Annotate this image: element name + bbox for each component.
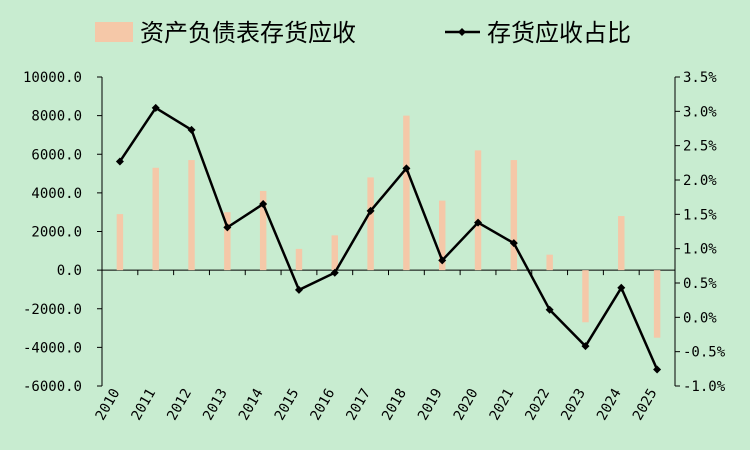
bar — [367, 177, 374, 271]
x-tick-label: 2022 — [522, 386, 553, 423]
line-marker — [402, 164, 411, 173]
x-tick-label: 2024 — [594, 386, 625, 423]
line-marker — [653, 365, 662, 374]
right-tick-label: -0.5% — [683, 345, 726, 361]
bar — [188, 160, 195, 271]
x-tick-label: 2010 — [93, 386, 124, 423]
left-tick-label: 10000.0 — [23, 70, 82, 86]
right-tick-label: 3.5% — [683, 70, 717, 86]
x-tick-label: 2023 — [558, 386, 589, 423]
left-tick-label: 8000.0 — [31, 109, 82, 125]
left-tick-label: 4000.0 — [31, 186, 82, 202]
x-tick-label: 2016 — [308, 386, 339, 423]
x-tick-label: 2021 — [487, 386, 518, 423]
x-tick-label: 2025 — [630, 386, 661, 423]
line-marker — [151, 103, 160, 112]
bar — [438, 200, 446, 271]
line-marker — [115, 157, 124, 166]
legend: 资产负债表存货应收 存货应收占比 — [95, 19, 631, 47]
right-tick-label: 2.0% — [683, 173, 717, 189]
bar — [582, 270, 589, 323]
right-tick-label: 3.0% — [683, 104, 717, 120]
line-marker — [223, 223, 232, 232]
line-marker — [581, 342, 590, 351]
x-tick-label: 2011 — [128, 386, 159, 423]
line-marker — [366, 206, 375, 215]
bar — [259, 190, 267, 271]
x-tick-label: 2014 — [236, 386, 267, 423]
right-tick-label: -1.0% — [683, 379, 726, 395]
line-marker — [438, 256, 447, 265]
line-marker — [294, 285, 303, 294]
plot-area: -6000.0 -4000.0 -2000.0 0.0 2000.0 4000.0 6000… — [23, 70, 726, 423]
left-tick-label: 0.0 — [57, 263, 82, 279]
line-marker — [259, 200, 268, 209]
x-tick-label: 2018 — [379, 386, 410, 423]
legend-label-bar: 资产负债表存货应收 — [140, 19, 356, 47]
x-tick-label: 2019 — [415, 386, 446, 423]
bar — [152, 167, 159, 271]
bar — [510, 160, 518, 271]
bar — [116, 214, 124, 271]
bar — [224, 212, 231, 271]
legend-swatch-marker — [458, 28, 466, 36]
line-series-path — [118, 106, 659, 371]
bar — [295, 248, 303, 271]
right-tick-label: 0.0% — [683, 310, 717, 326]
bar — [474, 150, 482, 271]
line-marker — [617, 283, 626, 292]
right-tick-label: 1.5% — [683, 207, 717, 223]
left-tick-label: 6000.0 — [31, 147, 82, 163]
line-marker — [509, 239, 518, 248]
legend-label-line: 存货应收占比 — [487, 19, 631, 47]
line-marker — [474, 218, 483, 227]
x-tick-label: 2012 — [164, 386, 195, 423]
x-tick-label: 2015 — [272, 386, 303, 423]
left-tick-label: -2000.0 — [23, 302, 82, 318]
right-tick-label: 0.5% — [683, 276, 717, 292]
left-tick-label: 2000.0 — [31, 225, 82, 241]
legend-swatch-bar — [95, 22, 133, 42]
x-tick-label: 2017 — [343, 386, 374, 423]
right-tick-label: 2.5% — [683, 139, 717, 155]
line-marker — [187, 125, 196, 134]
x-tick-label: 2020 — [451, 386, 482, 423]
line-marker — [545, 305, 554, 314]
bar — [653, 270, 661, 338]
x-tick-label: 2013 — [200, 386, 231, 423]
bar — [546, 254, 553, 271]
left-tick-label: -6000.0 — [23, 379, 82, 395]
left-tick-label: -4000.0 — [23, 340, 82, 356]
bar — [403, 115, 410, 271]
line-marker — [330, 268, 339, 277]
right-tick-label: 1.0% — [683, 242, 717, 258]
bar — [331, 235, 339, 271]
bar — [618, 216, 625, 271]
